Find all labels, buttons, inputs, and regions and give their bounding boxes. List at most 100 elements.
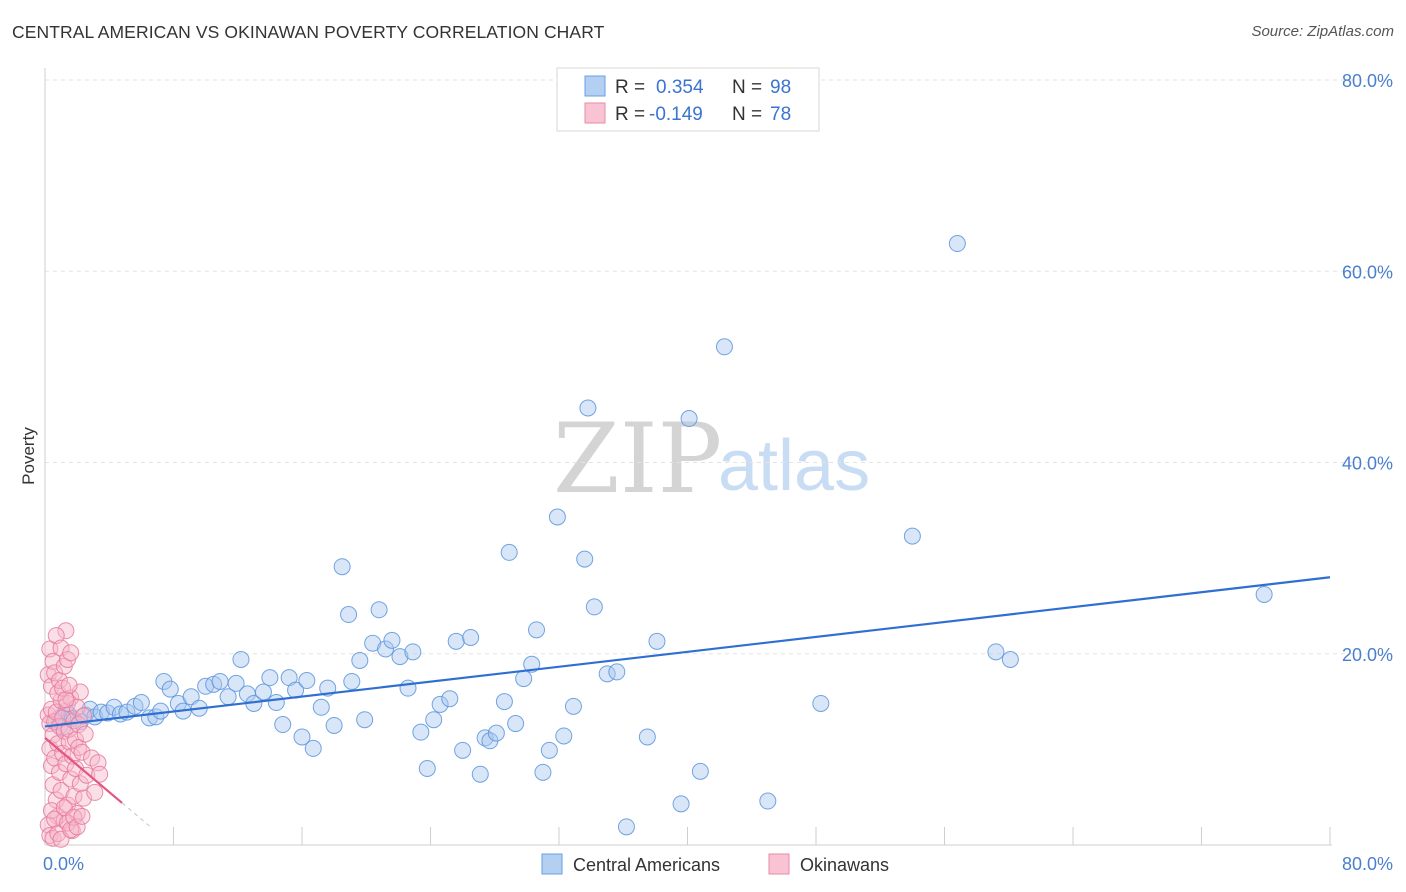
- point-central-american: [648, 632, 666, 650]
- point-central-american: [340, 606, 358, 624]
- point-central-american: [608, 663, 626, 681]
- trendline-okinawans-extension: [121, 802, 150, 827]
- point-central-american: [903, 527, 921, 545]
- point-central-american: [161, 680, 179, 698]
- y-tick-labels: 20.0% 40.0% 60.0% 80.0%: [1342, 71, 1393, 665]
- chart-title: CENTRAL AMERICAN VS OKINAWAN POVERTY COR…: [12, 22, 605, 42]
- legend-r-label-2: R =: [615, 104, 645, 125]
- point-central-american: [462, 628, 480, 646]
- point-okinawan: [62, 644, 80, 662]
- point-central-american: [254, 683, 272, 701]
- point-central-american: [812, 694, 830, 712]
- point-central-american: [454, 741, 472, 759]
- point-central-american: [638, 728, 656, 746]
- legend-n-value-2: 78: [770, 104, 791, 125]
- bottom-legend-swatch-blue: [541, 853, 563, 875]
- trendline-central-americans: [44, 576, 1331, 728]
- point-okinawan: [68, 818, 86, 836]
- x-tick-label-min: 0.0%: [43, 854, 84, 874]
- point-central-american: [487, 724, 505, 742]
- series-okinawans: [39, 622, 109, 848]
- point-central-american: [617, 818, 635, 836]
- point-central-american: [105, 698, 123, 716]
- point-central-american: [333, 558, 351, 576]
- point-okinawan: [73, 743, 91, 761]
- point-central-american: [579, 399, 597, 417]
- point-central-american: [672, 795, 690, 813]
- point-central-american: [680, 410, 698, 428]
- point-okinawan: [76, 725, 94, 743]
- point-central-american: [948, 235, 966, 253]
- point-central-american: [383, 631, 401, 649]
- point-central-american: [267, 694, 285, 712]
- point-central-american: [431, 695, 449, 713]
- point-okinawan: [60, 720, 78, 738]
- point-central-american: [540, 741, 558, 759]
- point-central-american: [555, 727, 573, 745]
- watermark-atlas: atlas: [718, 426, 870, 506]
- bottom-legend-label-okinawans: Okinawans: [800, 855, 889, 875]
- point-central-american: [152, 702, 170, 720]
- y-tick-label-40: 40.0%: [1342, 454, 1393, 474]
- y-tick-label-80: 80.0%: [1342, 71, 1393, 91]
- point-central-american: [715, 338, 733, 356]
- point-central-american: [500, 543, 518, 561]
- point-central-american: [476, 729, 494, 747]
- point-central-american: [691, 762, 709, 780]
- gridlines: [45, 79, 1392, 655]
- point-central-american: [298, 672, 316, 690]
- point-okinawan: [42, 802, 60, 820]
- point-okinawan: [86, 783, 104, 801]
- point-okinawan: [60, 733, 78, 751]
- legend-r-label-1: R =: [615, 77, 645, 98]
- y-axis-label: Poverty: [19, 427, 38, 485]
- point-central-american: [377, 640, 395, 658]
- point-okinawan: [75, 789, 93, 807]
- point-central-american: [585, 598, 603, 616]
- point-central-american: [293, 728, 311, 746]
- point-central-american: [507, 715, 525, 733]
- series-legend: Central Americans Okinawans: [541, 853, 889, 875]
- point-central-american: [1001, 650, 1019, 668]
- point-central-american: [370, 601, 388, 619]
- point-central-american: [351, 651, 369, 669]
- y-tick-label-20: 20.0%: [1342, 645, 1393, 665]
- point-central-american: [343, 672, 361, 690]
- point-okinawan: [44, 726, 62, 744]
- point-central-american: [412, 723, 430, 741]
- point-central-american: [211, 672, 229, 690]
- point-central-american: [304, 739, 322, 757]
- point-okinawan: [49, 825, 67, 843]
- series-central-americans: [47, 235, 1273, 836]
- legend-n-label-2: N =: [732, 104, 762, 125]
- watermark-zip: ZIP: [553, 403, 722, 515]
- point-okinawan: [91, 765, 109, 783]
- point-okinawan: [60, 676, 78, 694]
- point-central-american: [1255, 585, 1273, 603]
- point-okinawan: [57, 622, 75, 640]
- trendlines: [44, 576, 1331, 827]
- point-okinawan: [62, 770, 80, 788]
- point-central-american: [523, 655, 541, 673]
- point-okinawan: [78, 766, 96, 784]
- bottom-legend-swatch-pink: [768, 853, 790, 875]
- point-central-american: [227, 674, 245, 692]
- point-central-american: [447, 632, 465, 650]
- point-central-american: [441, 690, 459, 708]
- point-central-american: [534, 763, 552, 781]
- point-okinawan: [73, 807, 91, 825]
- point-central-american: [404, 643, 422, 661]
- point-central-american: [987, 643, 1005, 661]
- y-tick-label-60: 60.0%: [1342, 262, 1393, 282]
- point-central-american: [471, 765, 489, 783]
- point-okinawan: [46, 810, 64, 828]
- point-central-american: [425, 711, 443, 729]
- point-central-american: [325, 716, 343, 734]
- point-central-american: [564, 697, 582, 715]
- point-okinawan: [75, 707, 93, 725]
- point-central-american: [515, 670, 533, 688]
- correlation-legend: R = 0.354 N = 98 R = -0.149 N = 78: [556, 67, 820, 132]
- legend-swatch-pink: [584, 102, 606, 124]
- point-central-american: [495, 693, 513, 711]
